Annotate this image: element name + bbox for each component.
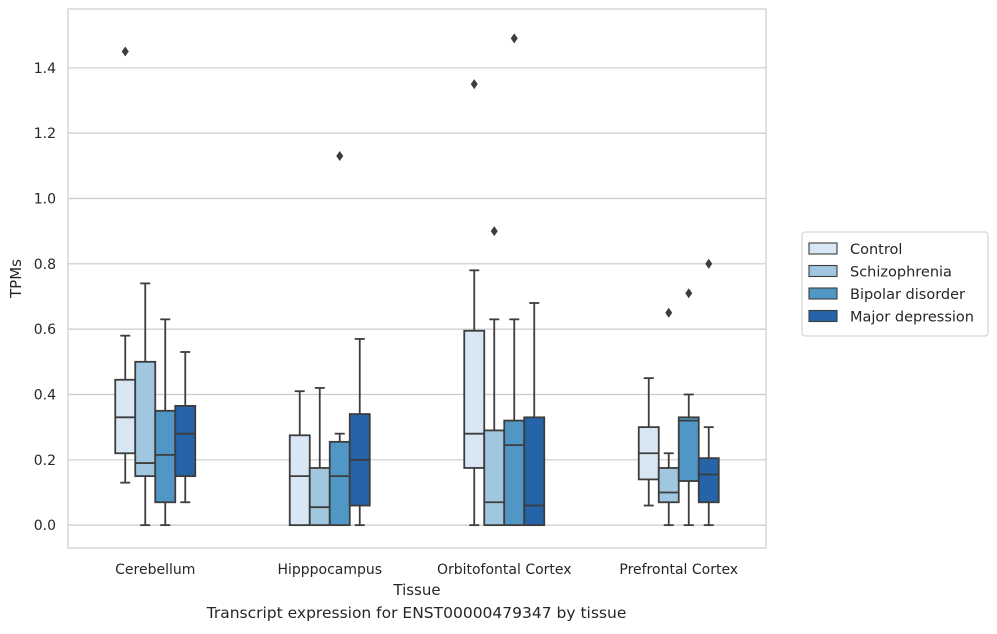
legend-label: Bipolar disorder	[850, 287, 965, 303]
box-schizophrenia	[134, 282, 157, 527]
outlier-point	[490, 226, 498, 237]
y-tick-label: 0.4	[34, 387, 56, 403]
x-tick-label: Orbitofontal Cortex	[437, 562, 572, 578]
box-control	[114, 46, 137, 484]
legend-label: Schizophrenia	[850, 265, 952, 281]
y-tick-label: 1.2	[34, 126, 56, 142]
x-tick-label: Prefrontal Cortex	[619, 562, 738, 578]
box-iqr	[308, 467, 331, 527]
legend-swatch	[808, 242, 838, 255]
x-axis-ticks: Cerebellum Hipppocampus Orbitofontal Corte…	[115, 562, 738, 578]
box-schizophrenia	[308, 387, 331, 527]
box-bipolar-disorder	[503, 33, 526, 527]
y-axis-label: TPMs	[7, 259, 25, 299]
y-tick-label: 0.0	[34, 518, 56, 534]
box-iqr	[503, 419, 526, 527]
box-control	[288, 390, 311, 527]
box-bipolar-disorder	[677, 288, 700, 527]
box-major-depression	[697, 258, 720, 527]
legend-frame	[801, 231, 989, 337]
box-schizophrenia	[657, 307, 680, 527]
box-iqr	[677, 416, 700, 482]
box-iqr	[288, 434, 311, 527]
y-tick-label: 0.6	[34, 322, 56, 338]
y-axis-ticks: 0.0 0.2 0.4 0.6 0.8 1.0 1.2 1.4	[34, 61, 56, 534]
outlier-point	[510, 33, 518, 44]
box-iqr	[328, 440, 351, 527]
y-tick-label: 1.4	[34, 61, 56, 77]
x-tick-label: Hipppocampus	[277, 562, 382, 578]
legend-swatch	[808, 264, 838, 278]
legend-swatch	[808, 309, 838, 323]
outlier-point	[470, 79, 478, 90]
x-tick-label: Cerebellum	[115, 562, 195, 578]
box-bipolar-disorder	[328, 151, 351, 527]
box-iqr	[697, 457, 720, 504]
legend-label: Major depression	[850, 310, 974, 326]
box-iqr	[134, 360, 157, 478]
box-major-depression	[174, 351, 197, 504]
box-iqr	[483, 429, 506, 527]
y-tick-label: 0.2	[34, 453, 56, 469]
box-bipolar-disorder	[154, 318, 177, 527]
box-iqr	[463, 329, 486, 469]
outlier-point	[685, 288, 693, 299]
y-tick-label: 1.0	[34, 191, 56, 207]
outlier-point	[665, 307, 673, 318]
x-axis-label: Tissue	[392, 581, 440, 599]
legend-label: Control	[850, 242, 902, 258]
box-iqr	[523, 416, 546, 527]
box-control	[637, 377, 660, 507]
legend-swatch	[808, 287, 838, 300]
outlier-point	[121, 46, 129, 57]
box-schizophrenia	[483, 226, 506, 527]
box-iqr	[174, 404, 197, 478]
legend: Control Schizophrenia Bipolar disorder Majo…	[801, 231, 989, 337]
box-major-depression	[523, 302, 546, 527]
box-iqr	[657, 467, 680, 504]
box-major-depression	[348, 338, 371, 527]
plot-frame	[67, 8, 767, 549]
figure-caption: Transcript expression for ENST0000047934…	[206, 604, 627, 622]
box-control	[463, 79, 486, 527]
y-tick-label: 0.8	[34, 257, 56, 273]
box-iqr	[154, 409, 177, 504]
boxes	[114, 33, 720, 527]
outlier-point	[336, 151, 344, 161]
outlier-point	[705, 258, 713, 269]
